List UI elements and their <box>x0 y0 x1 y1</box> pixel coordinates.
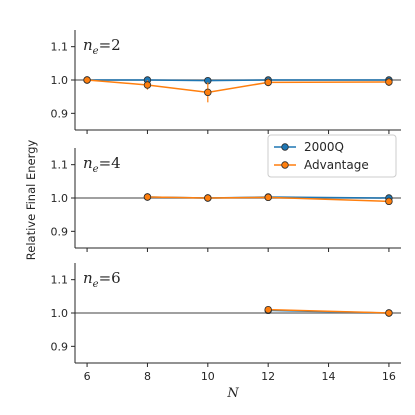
y-tick-label: 1.0 <box>51 307 69 320</box>
panel-3: 0.9 1.0 1.1 6 8 10 12 14 16 ne=6 <box>51 263 401 383</box>
data-point <box>385 309 393 317</box>
data-point <box>204 194 212 202</box>
legend-label: Advantage <box>304 158 369 172</box>
data-point <box>385 197 393 206</box>
data-point <box>204 88 212 97</box>
series-line <box>87 79 389 82</box>
legend-entry-2000q: 2000Q <box>274 140 344 154</box>
series-advantage <box>143 193 393 206</box>
legend-marker <box>281 143 289 151</box>
y-tick-label: 0.9 <box>51 107 69 120</box>
data-point <box>143 81 152 89</box>
panel-label: ne=2 <box>83 36 121 57</box>
shared-y-axis-label: Relative Final Energy <box>24 140 38 261</box>
panel-1: 0.9 1.0 1.1 ne=2 <box>51 30 401 134</box>
panels-group: 0.9 1.0 1.1 ne=2 0.9 1.0 1.1 ne=4 0.9 1.0 1.1 6 8 10 1… <box>51 30 401 383</box>
legend: 2000Q Advantage <box>267 134 397 178</box>
panel-2: 0.9 1.0 1.1 ne=4 <box>51 148 401 252</box>
legend-label: 2000Q <box>304 140 344 154</box>
series-advantage <box>264 305 393 317</box>
shared-x-axis-label: N <box>226 386 239 401</box>
series-line <box>268 308 389 314</box>
data-point <box>83 76 91 84</box>
data-point <box>264 305 272 314</box>
legend-marker <box>281 161 289 169</box>
y-tick-label: 1.0 <box>51 192 69 205</box>
x-tick-label: 14 <box>322 370 336 383</box>
data-point <box>264 78 272 87</box>
y-tick-label: 0.9 <box>51 340 69 353</box>
x-tick-label: 12 <box>261 370 275 383</box>
series-advantage <box>83 76 393 103</box>
y-tick-label: 0.9 <box>51 225 69 238</box>
x-tick-label: 6 <box>84 370 91 383</box>
y-tick-label: 1.1 <box>51 274 69 287</box>
y-tick-label: 1.0 <box>51 74 69 87</box>
series-line <box>147 196 389 203</box>
x-tick-label: 8 <box>144 370 151 383</box>
x-tick-label: 16 <box>382 370 396 383</box>
data-point <box>385 78 393 86</box>
legend-entry-advantage: Advantage <box>274 158 369 172</box>
data-point <box>264 193 272 202</box>
panel-label: ne=6 <box>83 269 121 290</box>
series-line <box>87 79 389 94</box>
legend-frame <box>267 134 397 178</box>
panel-label: ne=4 <box>83 154 121 175</box>
x-tick-label: 10 <box>201 370 215 383</box>
y-tick-label: 1.1 <box>51 159 69 172</box>
y-tick-label: 1.1 <box>51 41 69 54</box>
data-point <box>143 193 152 201</box>
